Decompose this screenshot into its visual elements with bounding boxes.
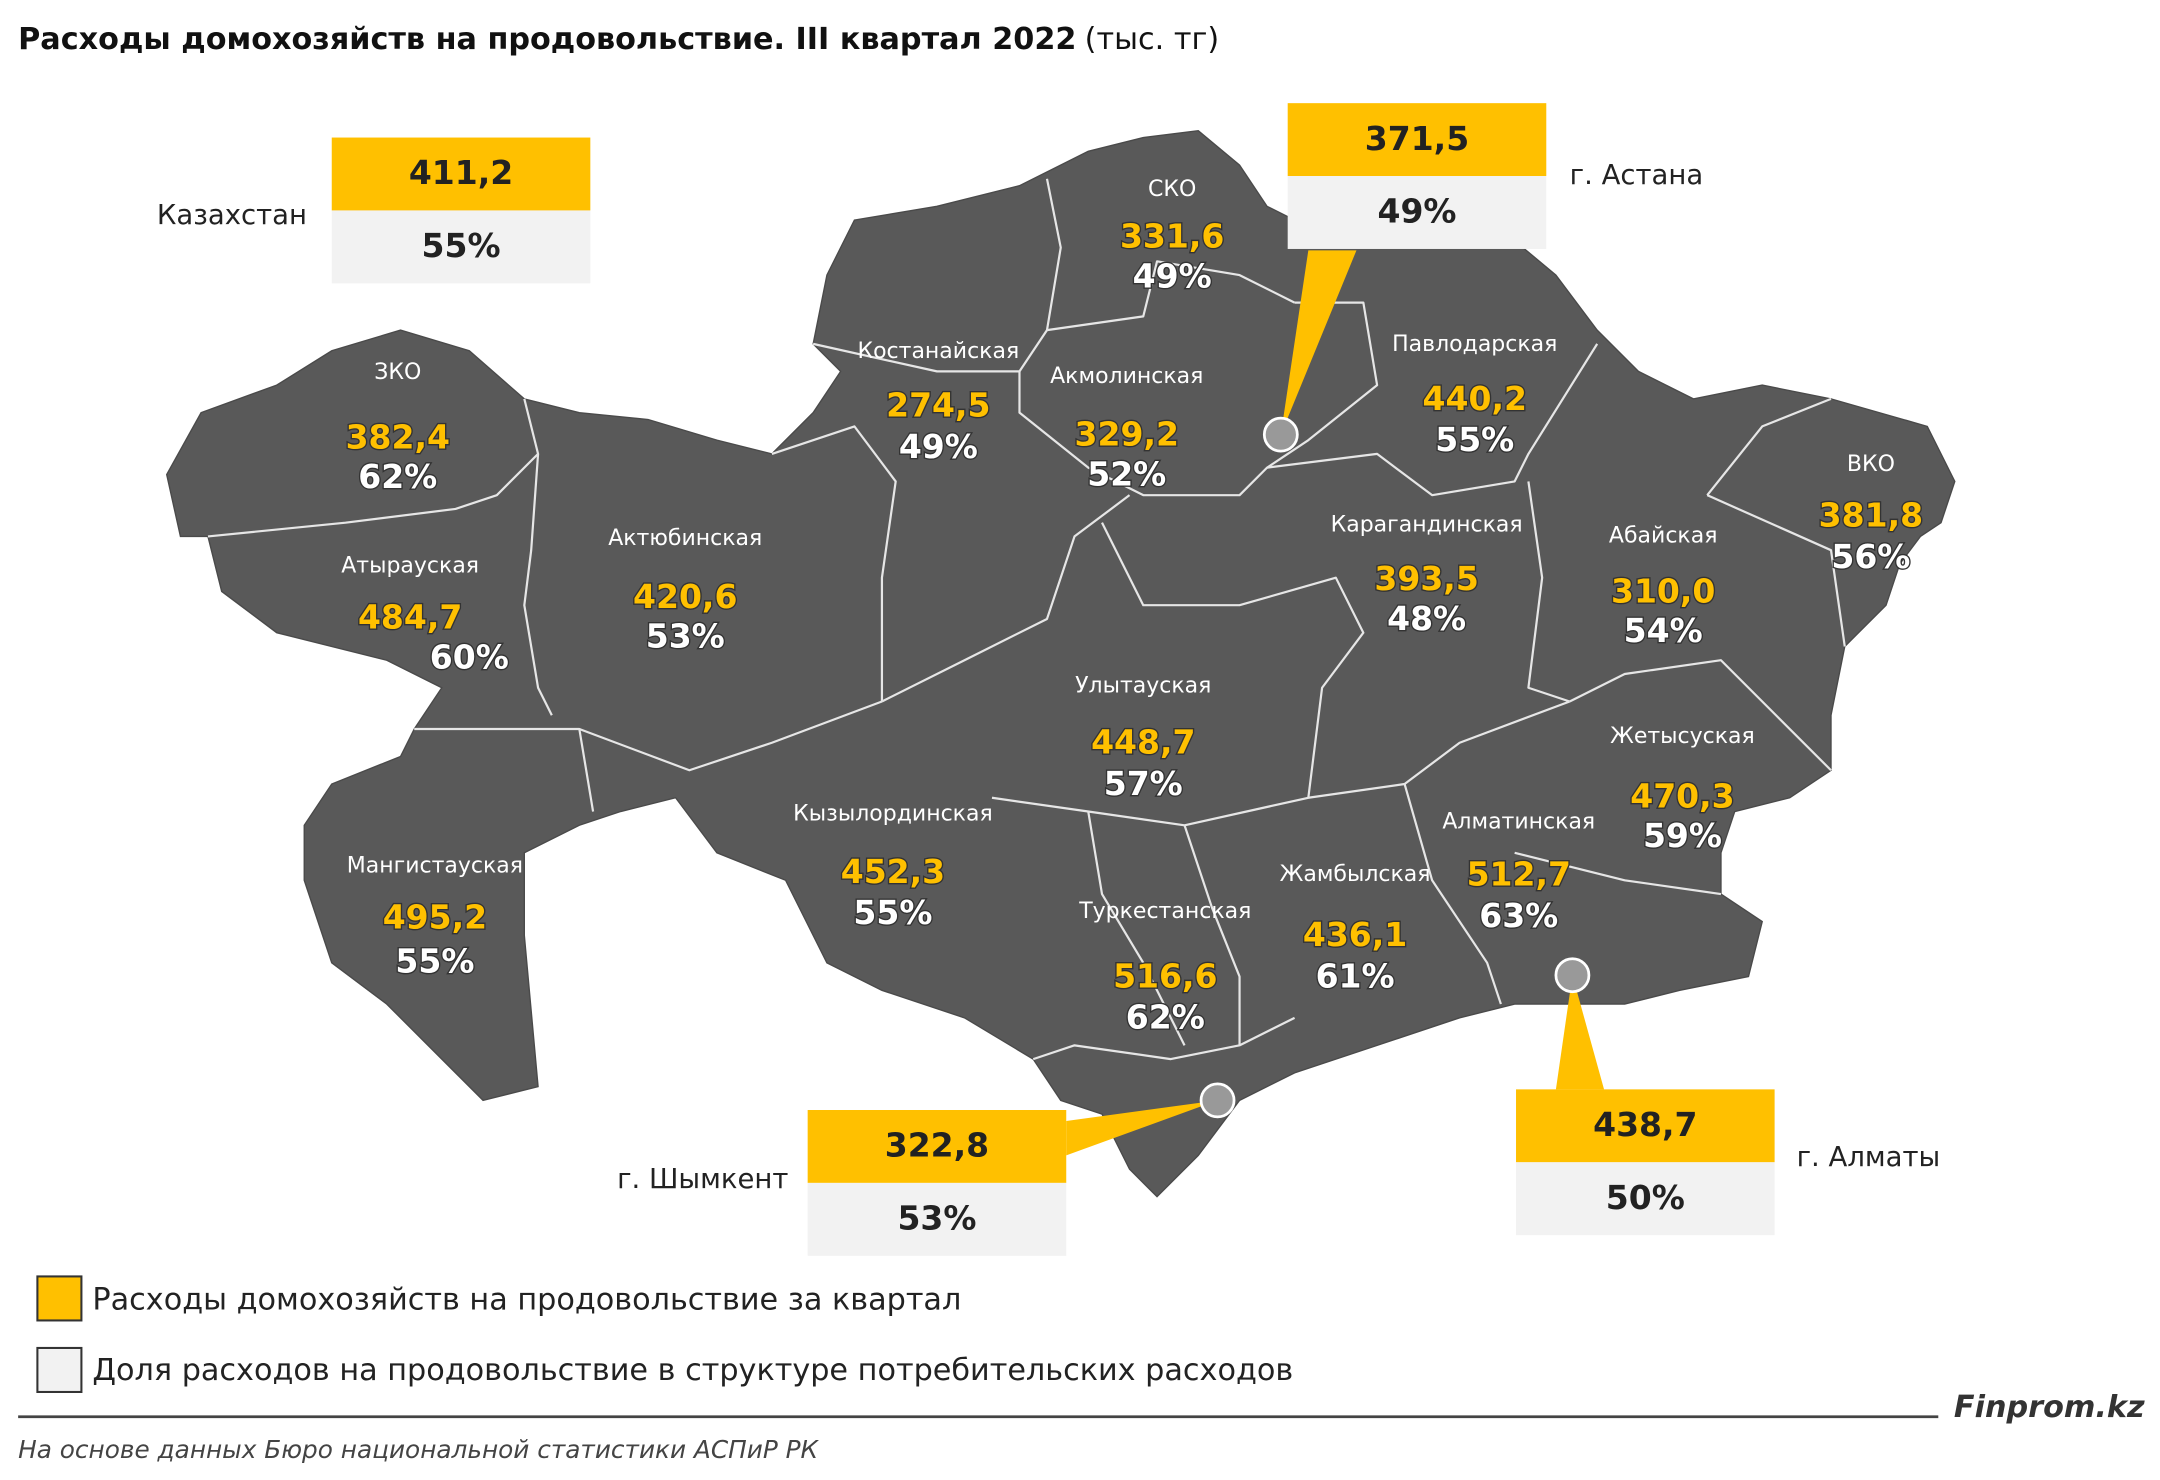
source: На основе данных Бюро национальной стати… [18, 1435, 819, 1464]
region-borders [207, 178, 1846, 1061]
region-share: 55% [853, 893, 932, 932]
region-name: Жамбылская [1280, 862, 1431, 887]
region-share: 49% [899, 427, 978, 466]
region-share: 53% [646, 617, 725, 656]
map-shape [165, 129, 1956, 1198]
box-share: 55% [422, 226, 501, 265]
city-dot [1554, 957, 1591, 994]
region-share: 48% [1387, 599, 1466, 638]
share-box [331, 210, 591, 284]
box-share: 49% [1377, 192, 1456, 231]
region-share: 56% [1831, 537, 1910, 576]
region-name: СКО [1148, 177, 1196, 202]
box-share: 50% [1606, 1178, 1685, 1217]
region-value: 452,3 [841, 852, 945, 891]
city-dot [1199, 1082, 1236, 1119]
region-value: 448,7 [1091, 723, 1195, 762]
legend-label: Доля расходов на продовольствие в структ… [92, 1353, 1293, 1388]
region-name: Жетысуская [1610, 724, 1755, 749]
share-box [807, 1182, 1067, 1256]
box-label: Казахстан [157, 199, 307, 231]
region-value: 274,5 [886, 386, 990, 425]
box-label: г. Астана [1570, 159, 1704, 191]
region-value: 484,7 [358, 597, 462, 636]
region-value: 331,6 [1120, 216, 1224, 255]
region-name: Актюбинская [608, 526, 762, 551]
region-value: 393,5 [1374, 559, 1478, 598]
region-value: 440,2 [1423, 379, 1527, 418]
region-name: Акмолинская [1050, 364, 1203, 389]
region-name: Мангистауская [347, 854, 523, 879]
legend-swatch [36, 1346, 83, 1394]
almaty-pointer [1555, 975, 1605, 1090]
region-value: 310,0 [1611, 571, 1715, 610]
region-share: 60% [430, 637, 509, 676]
region-share: 49% [1133, 256, 1212, 295]
share-box [1287, 176, 1547, 249]
region-name: Костанайская [857, 339, 1019, 364]
region-name: ЗКО [374, 360, 421, 385]
region-share: 61% [1316, 956, 1395, 995]
title-text: Расходы домохозяйств на продовольствие. … [18, 21, 1076, 56]
region-value: 329,2 [1075, 415, 1179, 454]
region-name: Абайская [1609, 523, 1718, 548]
value-box [807, 1110, 1067, 1183]
region-share: 54% [1624, 611, 1703, 650]
region-share: 57% [1104, 764, 1183, 803]
value-box [1516, 1089, 1775, 1163]
box-value: 411,2 [409, 153, 513, 192]
subtitle: (тыс. тг) [1085, 21, 1220, 56]
region-share: 63% [1479, 896, 1558, 935]
region-name: Карагандинская [1331, 512, 1523, 537]
box-value: 322,8 [885, 1126, 989, 1165]
region-value: 381,8 [1819, 496, 1923, 535]
box-share: 53% [897, 1199, 976, 1238]
brand: Finprom.kz [1954, 1390, 2145, 1425]
box-label: г. Алматы [1797, 1141, 1941, 1173]
box-label: г. Шымкент [617, 1163, 788, 1195]
region-value: 382,4 [346, 417, 450, 456]
region-value: 512,7 [1467, 855, 1571, 894]
region-name: Кызылординская [793, 801, 993, 826]
region-name: Улытауская [1075, 673, 1211, 698]
region-value: 495,2 [383, 897, 487, 936]
region-share: 55% [1435, 420, 1514, 459]
region-share: 62% [358, 457, 437, 496]
legend-label: Расходы домохозяйств на продовольствие з… [92, 1283, 961, 1318]
region-value: 516,6 [1113, 956, 1217, 995]
region-share: 55% [395, 941, 474, 980]
region-value: 420,6 [633, 577, 737, 616]
city-dot [1262, 416, 1299, 453]
region-name: Алматинская [1442, 810, 1595, 835]
region-name: Атырауская [341, 554, 479, 579]
share-box [1516, 1162, 1775, 1236]
legend-swatch [36, 1275, 83, 1322]
region-name: Павлодарская [1392, 332, 1557, 357]
region-share: 59% [1643, 816, 1722, 855]
region-value: 470,3 [1630, 776, 1734, 815]
value-box [331, 137, 591, 211]
value-box [1287, 103, 1547, 177]
box-value: 438,7 [1593, 1105, 1697, 1144]
region-name: Туркестанская [1078, 899, 1251, 924]
region-name: ВКО [1847, 452, 1895, 477]
box-value: 371,5 [1365, 119, 1469, 158]
region-share: 52% [1087, 454, 1166, 493]
title: Расходы домохозяйств на продовольствие. … [18, 21, 1219, 56]
region-value: 436,1 [1303, 915, 1407, 954]
region-share: 62% [1126, 998, 1205, 1037]
